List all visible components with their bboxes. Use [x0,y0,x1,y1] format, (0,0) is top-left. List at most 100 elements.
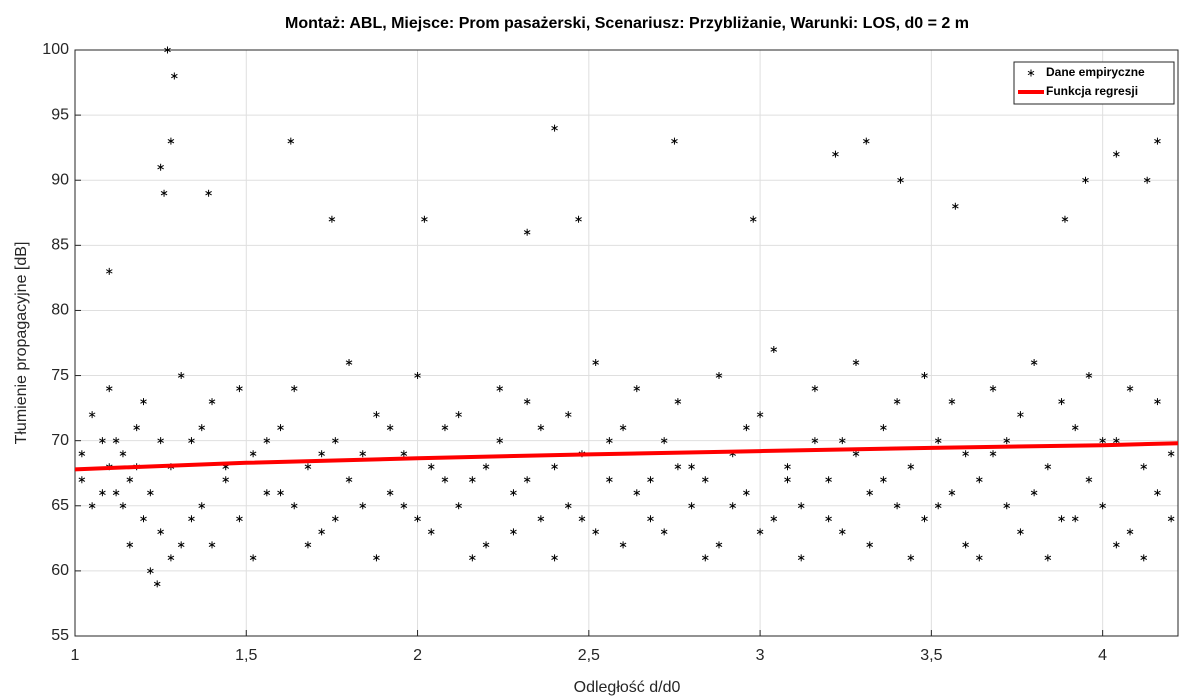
data-point [1044,554,1052,562]
data-point [263,437,271,445]
data-point [674,463,682,471]
data-point [153,580,161,588]
data-point [825,476,832,484]
data-point [948,398,956,406]
data-point [496,437,504,445]
plot-frame [74,49,1179,637]
data-point [688,502,695,510]
data-point [119,450,127,458]
data-point [304,463,312,471]
data-point [606,437,613,445]
y-tick-label: 75 [51,367,69,384]
data-point [537,515,545,523]
data-point [482,541,490,549]
data-point [482,463,490,471]
data-point [921,372,928,380]
x-tick-label: 1,5 [235,647,257,664]
data-point [1167,450,1175,458]
data-point [359,502,367,510]
data-point [140,398,147,406]
data-point [1099,502,1106,510]
data-point [797,554,805,562]
data-point [1030,359,1038,367]
data-point [386,489,394,497]
data-point [88,502,96,510]
data-point [441,476,449,484]
data-point [510,528,517,536]
data-point [171,72,178,80]
data-point [318,528,325,536]
data-point [592,359,599,367]
data-point [897,176,904,184]
data-point [537,424,545,432]
data-point [756,528,764,536]
data-point [1099,437,1106,445]
data-point [948,489,956,497]
data-point [1154,489,1161,497]
data-point [1058,398,1065,406]
data-point [414,372,421,380]
data-point [862,137,870,145]
data-point [934,502,942,510]
data-point [105,267,113,275]
data-point [126,541,134,549]
data-point [147,567,154,575]
data-point [469,476,476,484]
data-point [660,437,668,445]
data-point [1003,502,1011,510]
data-point [784,463,791,471]
y-tick-label: 55 [51,627,69,644]
data-point [290,385,298,393]
y-tick-label: 70 [51,432,69,449]
data-point [157,437,164,445]
chart-title: Montaż: ABL, Miejsce: Prom pasażerski, S… [285,15,969,32]
data-point [701,476,709,484]
data-point [989,450,997,458]
data-point [105,385,113,393]
data-point [441,424,449,432]
data-point [208,398,216,406]
data-point [606,476,613,484]
data-point [177,372,185,380]
x-axis-label: Odległość d/d0 [574,679,681,696]
y-tick-label: 95 [51,106,69,123]
data-point [496,385,504,393]
data-point [345,359,353,367]
data-point [715,372,723,380]
data-point [770,346,778,354]
data-point [619,541,627,549]
data-point [157,163,164,171]
data-point [647,515,654,523]
data-point [523,398,531,406]
data-point [729,502,736,510]
data-point [743,424,750,432]
y-tick-label: 85 [51,237,69,254]
data-point [112,489,120,497]
data-point [976,476,983,484]
data-point [893,398,901,406]
data-point [1058,515,1065,523]
data-point [825,515,832,523]
data-point [157,528,164,536]
data-point [421,215,428,223]
y-tick-label: 80 [51,302,69,319]
y-axis-label: Tłumienie propagacyjne [dB] [13,242,30,445]
data-point [1167,515,1175,523]
data-point [962,450,969,458]
data-point [551,554,558,562]
data-point [797,502,805,510]
data-point [811,385,819,393]
data-point [140,515,147,523]
data-point [167,137,175,145]
data-point [1044,463,1052,471]
data-point [839,437,846,445]
data-point [249,450,257,458]
data-point [756,411,764,419]
data-point [688,463,695,471]
data-point [921,515,928,523]
data-point [164,46,171,54]
data-point [633,385,641,393]
data-point [660,528,668,536]
data-point [373,554,380,562]
data-point [1113,541,1120,549]
